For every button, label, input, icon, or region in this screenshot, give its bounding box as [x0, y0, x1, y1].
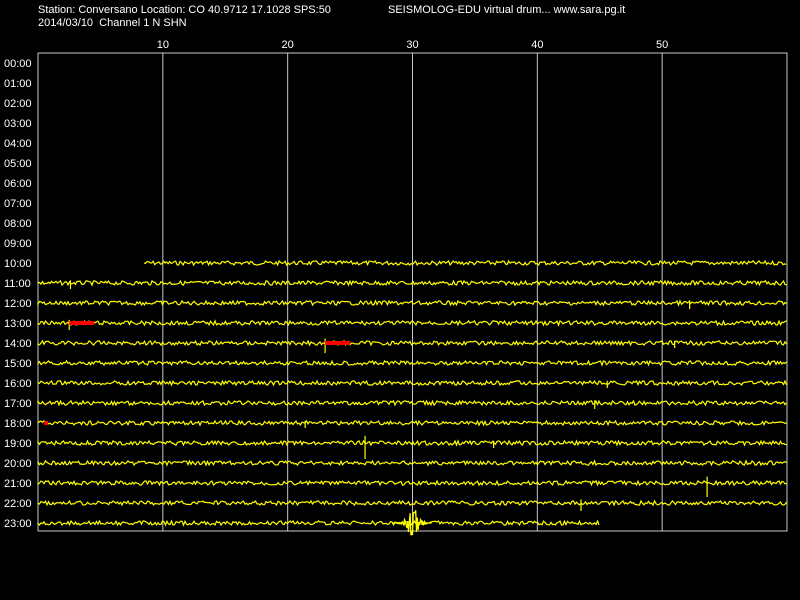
hour-label: 07:00	[4, 198, 32, 210]
trace-1700	[37, 398, 787, 407]
event-marker	[325, 341, 351, 345]
hour-label: 17:00	[4, 398, 32, 410]
hour-label: 16:00	[4, 378, 32, 390]
hour-label: 01:00	[4, 78, 32, 90]
grid-lines	[162, 53, 663, 531]
hour-label: 05:00	[4, 158, 32, 170]
hour-label: 14:00	[4, 338, 32, 350]
minute-tick-labels: 10 20 30 40 50	[157, 39, 669, 51]
x-tick-label: 50	[656, 39, 668, 51]
trace-1900	[37, 439, 787, 447]
hour-label: 03:00	[4, 118, 32, 130]
trace-1200	[37, 299, 787, 307]
trace-1400	[37, 339, 788, 347]
trace-1500	[37, 359, 787, 367]
trace-2000	[37, 459, 787, 467]
x-tick-label: 30	[406, 39, 418, 51]
hour-label: 22:00	[4, 498, 32, 510]
trace-2200	[37, 499, 787, 507]
hour-label: 21:00	[4, 478, 32, 490]
hour-label: 02:00	[4, 98, 32, 110]
station-info: Station: Conversano Location: CO 40.9712…	[38, 4, 331, 16]
hour-label: 12:00	[4, 298, 32, 310]
hour-labels: 00:00 01:00 02:00 03:00 04:00 05:00 06:00 07:00…	[4, 58, 32, 530]
trace-1800	[37, 419, 787, 427]
hour-label: 23:00	[4, 518, 32, 530]
date-channel-info: 2014/03/10 Channel 1 N SHN	[38, 17, 187, 29]
trace-2300	[37, 519, 600, 527]
earthquake-signal	[392, 510, 432, 536]
trace-1100	[37, 279, 787, 287]
app-title: SEISMOLOG-EDU virtual drum... www.sara.p…	[388, 4, 626, 16]
event-marker	[69, 321, 95, 325]
hour-label: 18:00	[4, 418, 32, 430]
traces	[37, 259, 788, 536]
x-tick-label: 20	[282, 39, 294, 51]
trace-1300	[37, 319, 787, 327]
x-tick-label: 10	[157, 39, 169, 51]
hour-label: 13:00	[4, 318, 32, 330]
hour-label: 15:00	[4, 358, 32, 370]
trace-1000	[143, 259, 787, 267]
trace-2100	[37, 479, 787, 487]
hour-label: 06:00	[4, 178, 32, 190]
hour-label: 00:00	[4, 58, 32, 70]
x-tick-label: 40	[531, 39, 543, 51]
trace-1600	[37, 379, 788, 387]
hour-label: 08:00	[4, 218, 32, 230]
hour-label: 20:00	[4, 458, 32, 470]
hour-label: 04:00	[4, 138, 32, 150]
hour-label: 11:00	[4, 278, 31, 290]
hour-label: 19:00	[4, 438, 32, 450]
hour-label: 09:00	[4, 238, 32, 250]
event-marker	[44, 421, 48, 425]
events	[44, 321, 351, 425]
hour-label: 10:00	[4, 258, 32, 270]
